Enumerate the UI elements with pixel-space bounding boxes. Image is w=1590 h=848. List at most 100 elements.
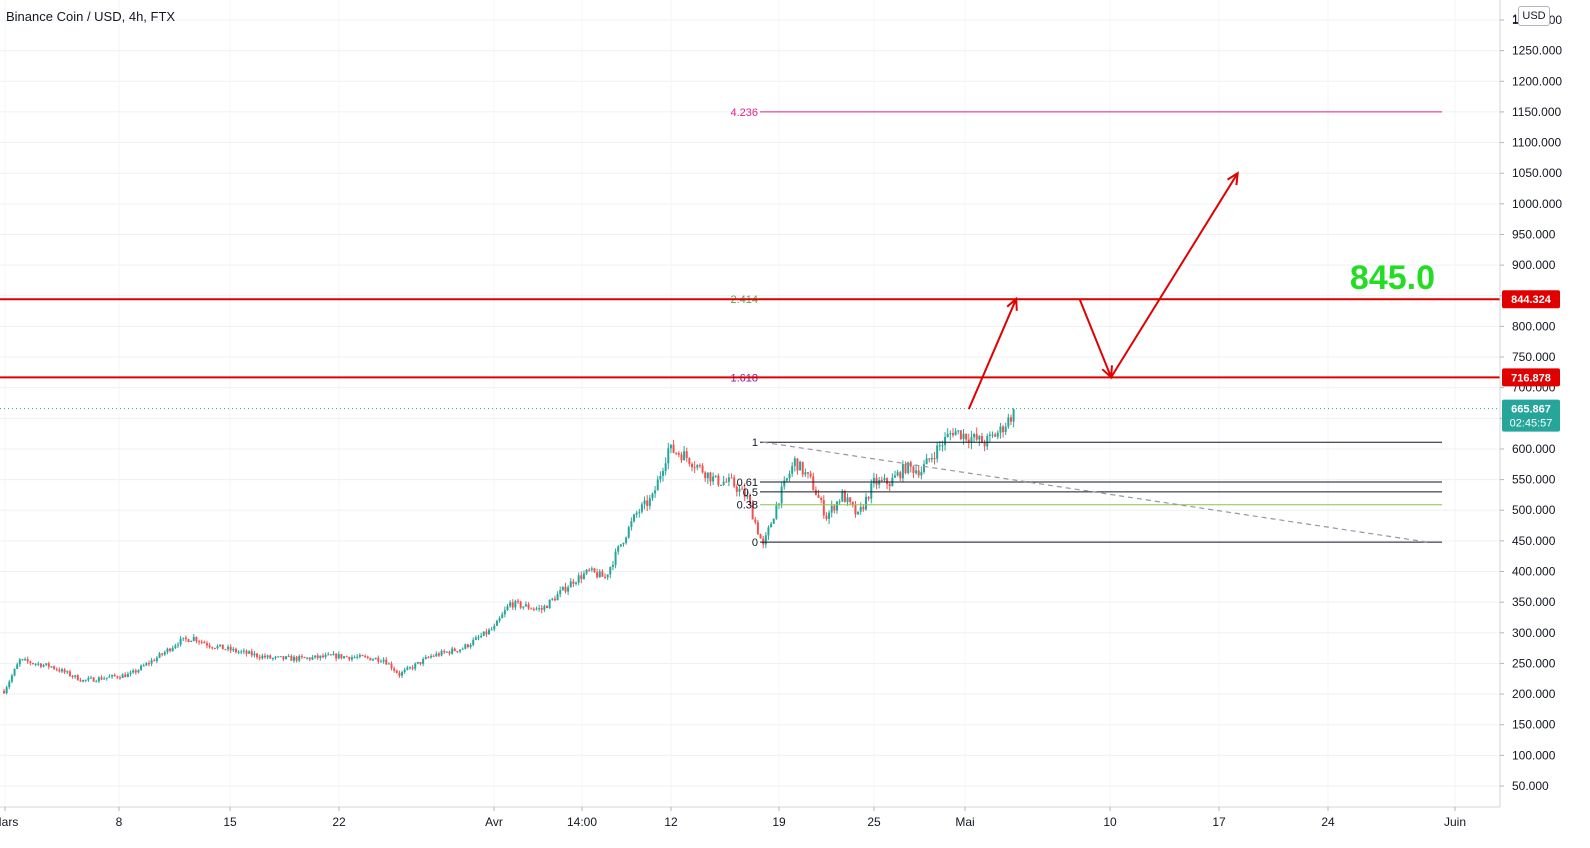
projection-arrow[interactable] [967,298,1018,410]
currency-button[interactable]: USD [1518,6,1550,26]
candle-body [292,656,295,661]
candle-body [709,472,712,482]
candle-body [867,496,870,499]
candle-body [912,466,915,474]
candle-body [311,657,314,660]
candle-body [838,501,841,503]
candle-body [785,478,788,481]
candle-body [92,677,95,682]
candle-body [343,656,346,659]
candle-body [843,491,846,503]
candle-body [321,655,324,658]
candle-body [129,672,132,674]
candle-body [290,656,293,661]
candle-body [379,661,382,663]
candle-body [996,432,999,437]
candle-body [822,500,825,516]
candle-body [182,637,185,639]
candle-body [601,571,604,577]
candle-body [250,651,253,656]
candle-body [875,477,878,485]
candle-body [31,663,34,665]
candle-body [775,505,778,519]
candle-body [219,644,222,647]
candlestick-series [3,408,1015,695]
candle-body [74,675,77,677]
candle-body [13,668,16,676]
candle-body [714,475,717,477]
trendline[interactable] [763,441,1428,543]
candle-body [669,444,672,449]
candle-body [688,457,691,464]
candle-body [872,477,875,484]
candle-body [477,637,480,639]
resistance-price-tag-bg [1502,368,1560,387]
arrow-head [1006,296,1018,311]
candle-body [648,498,651,506]
candle-body [495,620,498,626]
candle-body [166,648,169,653]
candle-body [161,653,164,655]
projection-arrow[interactable] [1110,172,1239,378]
candle-body [451,648,454,654]
candle-body [849,497,852,502]
current-price-tag-bg [1502,399,1560,432]
price-tick-label: 300.000 [1512,626,1556,640]
candle-body [854,505,857,515]
candle-body [401,672,404,676]
candle-body [327,654,330,656]
candle-body [951,433,954,436]
candle-body [466,644,469,648]
candle-body [677,453,680,455]
candle-body [316,655,319,659]
candle-body [883,478,886,481]
time-axis[interactable]: Mars 8 15 22 Avr 14:00 12 19 25 Mai 10 17 24 Juin [0,806,1590,848]
time-tick-label: 10 [1103,815,1117,829]
candle-body [377,657,380,662]
candle-body [485,631,488,635]
candle-body [482,631,485,636]
price-tick-label: 450.000 [1512,534,1556,548]
price-tick-label: 500.000 [1512,503,1556,517]
candle-body [664,463,667,472]
candle-body [105,677,108,679]
candle-body [762,538,765,545]
candle-body [791,466,794,474]
candle-body [514,600,517,608]
candle-body [150,660,153,664]
current-price-tag: 665.867 [1511,404,1551,416]
projection-arrow[interactable] [1078,298,1113,378]
candle-body [372,659,375,661]
candle-body [1012,409,1015,422]
candle-body [812,476,815,491]
candle-body [42,664,45,667]
candle-body [176,644,179,646]
candle-body [134,670,137,673]
candle-body [667,448,670,464]
candle-body [163,652,166,655]
candle-body [517,600,520,602]
candle-body [366,656,369,658]
candle-body [970,437,973,443]
candle-body [828,512,831,519]
candle-body [374,657,377,660]
candle-body [630,521,633,528]
candle-body [118,677,121,679]
candle-body [345,656,348,658]
candle-body [221,644,224,650]
candle-body [408,667,411,669]
candle-body [725,481,728,483]
candle-body [980,436,983,443]
candle-body [683,451,686,461]
candle-body [743,488,746,498]
candle-body [627,527,630,538]
candle-body [614,551,617,566]
candle-body [967,439,970,443]
candle-body [799,461,802,471]
candle-body [169,648,172,651]
candle-body [68,671,71,676]
candle-body [39,663,42,667]
price-tick-label: 1050.000 [1512,166,1562,180]
candle-body [248,651,251,654]
